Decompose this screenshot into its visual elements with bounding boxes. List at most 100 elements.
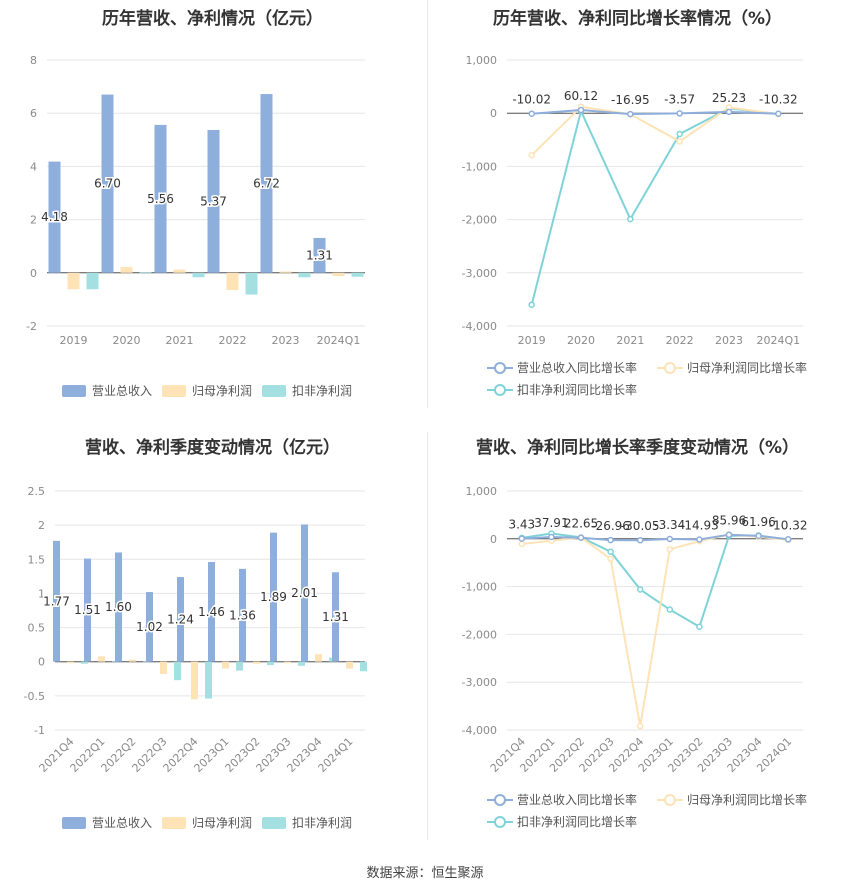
data-point (666, 535, 674, 543)
data-label: -10.32 (759, 93, 798, 107)
data-label: 1.89 (260, 590, 287, 604)
data-point (548, 533, 555, 541)
bar (301, 524, 308, 662)
data-label: -10.02 (512, 93, 551, 107)
data-label: 1.31 (306, 248, 333, 262)
y-tick-label: -1,000 (462, 581, 497, 594)
data-point (627, 215, 634, 223)
bar (351, 272, 364, 277)
x-tick-label: 2020 (567, 334, 595, 347)
quarter-bar-panel: 营收、净利季度变动情况（亿元） -1 -0.5 0 0.5 1 1.5 2 2.5 2021Q4… (0, 425, 425, 845)
data-point (676, 110, 683, 117)
data-point (666, 546, 674, 553)
chart-title: 历年营收、净利情况（亿元） (102, 9, 323, 29)
y-tick-label: 0 (30, 267, 37, 280)
chart-title: 营收、净利同比增长率季度变动情况（%） (475, 438, 800, 458)
data-point (725, 531, 733, 538)
y-tick-label: -4,000 (462, 320, 497, 333)
data-label: -3.57 (664, 92, 695, 106)
legend-label: 营业总收入 (92, 384, 152, 398)
data-point (725, 108, 733, 116)
x-tick-label: 2019 (518, 334, 546, 347)
data-point (607, 555, 614, 563)
data-label: 25.23 (712, 91, 746, 105)
legend-swatch (62, 817, 86, 829)
series-line (521, 532, 789, 629)
bar (205, 661, 212, 699)
quarter-bar-chart: -1-0.500.511.522.52021Q42022Q12022Q22022… (24, 485, 367, 830)
data-point (696, 623, 703, 631)
data-label: 60.12 (564, 89, 598, 103)
bar (98, 656, 105, 662)
x-tick-label: 2022 (219, 334, 247, 347)
x-tick-label: 2022 (666, 334, 694, 347)
divider (427, 432, 428, 840)
divider (427, 0, 428, 408)
data-point (755, 532, 762, 540)
legend-swatch (162, 385, 186, 397)
bar (160, 661, 167, 675)
data-label: 3.43 (508, 518, 535, 532)
data-point (607, 548, 614, 555)
legend-swatch (62, 385, 86, 397)
data-point (676, 130, 683, 138)
source-note: 数据来源：恒生聚源 (366, 866, 484, 881)
y-tick-label: 2 (30, 214, 37, 227)
y-tick-label: 1,000 (466, 485, 498, 498)
y-tick-label: 0 (490, 533, 497, 546)
data-label: 1.36 (229, 608, 256, 622)
bar (226, 272, 239, 291)
y-tick-label: -2,000 (462, 214, 497, 227)
x-tick-label: 2024Q1 (316, 735, 356, 775)
data-point (528, 151, 535, 159)
data-label: 5.37 (200, 194, 227, 208)
legend-label: 归母净利润 (192, 384, 252, 398)
legend-label: 扣非净利润 (292, 816, 352, 830)
y-tick-label: 8 (30, 54, 37, 67)
bar (48, 161, 61, 273)
bar (315, 654, 322, 662)
bar (115, 552, 122, 662)
x-tick-label: 2023 (715, 334, 743, 347)
bar (67, 272, 80, 290)
series-line (530, 107, 779, 305)
bar (245, 272, 258, 295)
y-tick-label: -3,000 (462, 676, 497, 689)
y-tick-label: -0.5 (24, 690, 45, 703)
bar (298, 661, 305, 666)
bar (222, 661, 229, 669)
bar (177, 577, 184, 662)
data-point (666, 606, 674, 613)
bar (267, 661, 274, 666)
legend-marker (494, 384, 506, 396)
data-label: -16.95 (611, 93, 650, 107)
annual-line-panel: 历年营收、净利同比增长率情况（%） -4,000 -3,000 -2,000 -1,0… (425, 0, 850, 410)
y-tick-label: 0.5 (28, 622, 46, 635)
quarter-line-panel: 营收、净利同比增长率季度变动情况（%） -4,000 -3,000 -2,000 -1… (425, 425, 850, 845)
data-label: -3.34 (654, 518, 685, 532)
data-label: 1.46 (198, 605, 225, 619)
legend-label: 归母净利润 (192, 816, 252, 830)
data-point (775, 110, 782, 117)
data-label: 37.91 (534, 516, 568, 530)
data-label: 61.96 (741, 515, 775, 529)
data-label: 1.77 (43, 594, 70, 608)
x-tick-label: 2024Q1 (317, 334, 361, 347)
series-line (531, 108, 779, 116)
legend-swatch (262, 385, 286, 397)
legend-label: 归母净利润同比增长率 (687, 360, 807, 375)
bar (101, 94, 114, 273)
y-tick-label: 2.5 (28, 485, 46, 498)
chart-title: 历年营收、净利同比增长率情况（%） (492, 9, 783, 29)
annual-bar-chart: -2 0 2 4 6 8 2019 2020 2021 2022 2023 2024Q1 4.18 6.7… (26, 54, 365, 398)
legend-marker (494, 362, 506, 374)
legend-marker (494, 816, 506, 828)
y-tick-label: 1 (38, 587, 45, 600)
bar (260, 94, 273, 273)
y-tick-label: -2,000 (462, 628, 497, 641)
y-tick-label: -3,000 (462, 267, 497, 280)
legend-label: 营业总收入 (92, 816, 152, 830)
legend-marker (664, 794, 676, 806)
x-tick-label: 2021 (166, 334, 194, 347)
bar (279, 271, 292, 273)
